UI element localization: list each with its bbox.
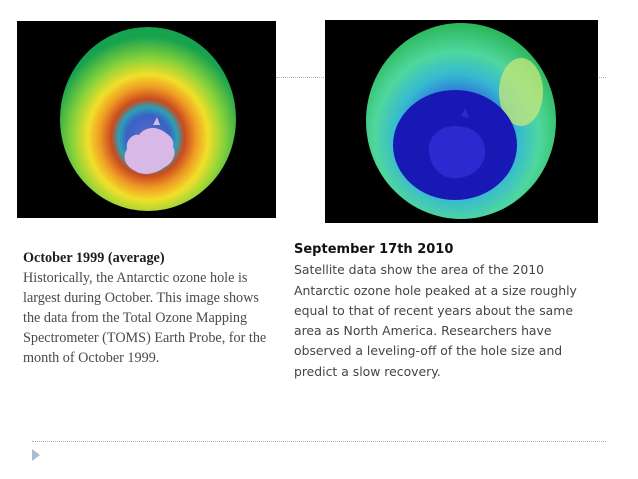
caption-1999-body: Historically, the Antarctic ozone hole i… (23, 270, 267, 366)
caption-2010-title: September 17th 2010 (294, 242, 454, 257)
triangle-bullet-icon (32, 449, 40, 461)
caption-1999: October 1999 (average) Historically, the… (23, 248, 279, 368)
globe-1999-graphic (60, 27, 236, 211)
caption-1999-title: October 1999 (average) (23, 250, 165, 266)
divider-bottom (32, 441, 606, 442)
ozone-map-2010-image (325, 20, 598, 223)
caption-2010-body: Satellite data show the area of the 2010… (294, 262, 577, 379)
globe-2010-graphic (366, 23, 556, 219)
caption-2010: September 17th 2010 Satellite data show … (294, 240, 600, 382)
ozone-map-1999-image (17, 21, 276, 218)
